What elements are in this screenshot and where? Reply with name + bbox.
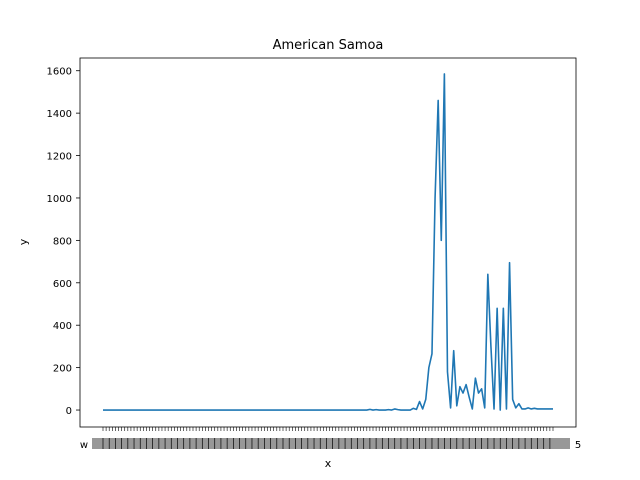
y-tick-label: 0 <box>66 406 72 417</box>
y-axis-label: y <box>17 238 30 245</box>
y-axis-ticks: 0 200 400 600 800 1000 1200 1400 1600 <box>47 67 80 417</box>
x-tick-label-first: w <box>80 440 88 451</box>
x-tick-label-last: 5 <box>575 440 581 451</box>
y-tick-label: 1600 <box>47 67 72 78</box>
y-tick-label: 800 <box>53 236 72 247</box>
plot-area <box>103 73 553 411</box>
y-tick-label: 1400 <box>47 109 72 120</box>
y-tick-label: 1200 <box>47 152 72 163</box>
x-axis-ticks <box>92 427 570 449</box>
x-tick-label-strip <box>92 438 570 449</box>
plot-frame <box>79 57 577 428</box>
chart-title: American Samoa <box>273 38 384 53</box>
y-tick-label: 600 <box>53 279 72 290</box>
series-line <box>103 73 553 411</box>
y-tick-label: 400 <box>53 321 72 332</box>
y-tick-label: 200 <box>53 364 72 375</box>
x-axis-label: x <box>325 457 332 470</box>
y-tick-label: 1000 <box>47 194 72 205</box>
